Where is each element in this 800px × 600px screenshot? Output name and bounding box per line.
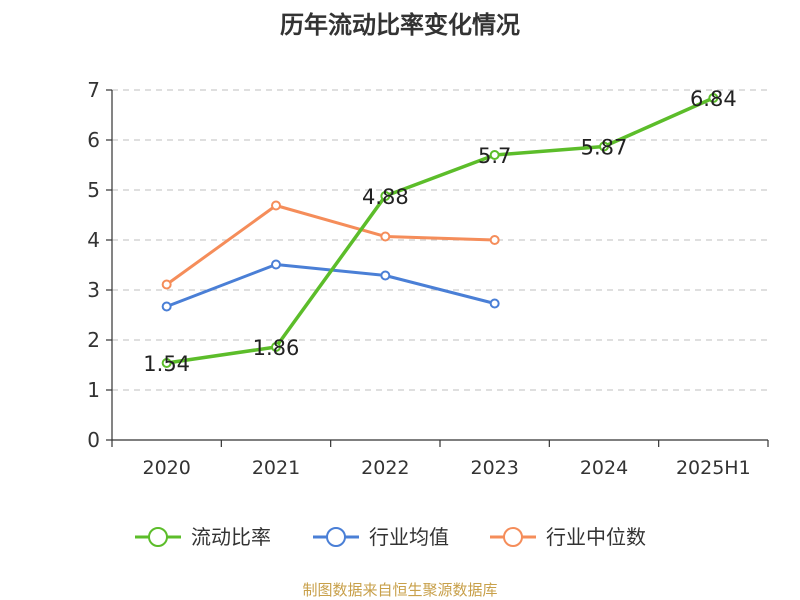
data-point	[708, 93, 719, 103]
x-tick-label: 2023	[470, 457, 518, 479]
data-label: 1.86	[253, 336, 300, 360]
y-tick-label: 2	[87, 328, 100, 352]
y-tick-label: 7	[87, 78, 100, 102]
series-line	[166, 96, 715, 365]
data-label: 4.88	[362, 185, 409, 209]
x-tick-label: 2021	[252, 457, 300, 479]
data-label: 1.54	[143, 352, 190, 376]
y-tick-label: 5	[87, 178, 100, 202]
legend: 流动比率 行业均值 行业中位数	[135, 525, 646, 549]
legend-item-0[interactable]: 流动比率	[135, 525, 271, 549]
y-tick-label: 4	[87, 228, 100, 252]
axes	[106, 89, 769, 447]
y-tick-label: 0	[87, 428, 100, 452]
x-tick-label: 2022	[361, 457, 409, 479]
data-point	[161, 358, 172, 368]
data-point	[489, 235, 500, 245]
legend-marker	[503, 527, 523, 547]
data-point	[271, 259, 281, 270]
legend-label: 流动比率	[191, 525, 271, 549]
legend-label: 行业均值	[369, 525, 449, 549]
legend-marker	[148, 527, 168, 547]
y-tick-label: 6	[87, 128, 100, 152]
x-tick-label: 2024	[580, 457, 628, 479]
data-point	[161, 279, 172, 290]
data-label: 5.87	[581, 136, 628, 160]
data-point	[271, 342, 281, 352]
chart-title: 历年流动比率变化情况	[280, 11, 520, 39]
series-group	[161, 93, 719, 368]
legend-item-2[interactable]: 行业中位数	[490, 525, 646, 549]
legend-item-1[interactable]: 行业均值	[313, 525, 449, 549]
y-tick-label: 1	[87, 378, 100, 402]
data-point	[380, 191, 391, 201]
data-point	[161, 301, 172, 312]
series-2	[161, 200, 500, 290]
data-point	[271, 200, 281, 211]
data-labels: 1.54 1.86 4.88 5.7 5.87 6.84	[143, 87, 736, 376]
data-point	[599, 141, 609, 152]
data-point	[489, 150, 500, 160]
data-point	[380, 270, 391, 281]
data-point	[489, 298, 500, 309]
legend-marker	[326, 527, 346, 547]
legend-label: 行业中位数	[546, 525, 646, 549]
x-tick-label: 2025H1	[676, 457, 751, 479]
data-label: 6.84	[690, 87, 737, 111]
series-0	[161, 93, 719, 368]
y-tick-label: 3	[87, 278, 100, 302]
series-line	[165, 204, 495, 286]
x-tick-label: 2020	[142, 457, 190, 479]
series-1	[161, 259, 500, 312]
source-note: 制图数据来自恒生聚源数据库	[302, 581, 497, 599]
x-axis-ticks: 2020 2021 2022 2023 2024 2025H1	[142, 457, 750, 479]
y-axis-ticks: 0 1 2 3 4 5 6 7	[87, 78, 100, 452]
data-label: 5.7	[478, 144, 511, 168]
data-point	[380, 231, 391, 242]
grid-lines	[112, 89, 768, 391]
